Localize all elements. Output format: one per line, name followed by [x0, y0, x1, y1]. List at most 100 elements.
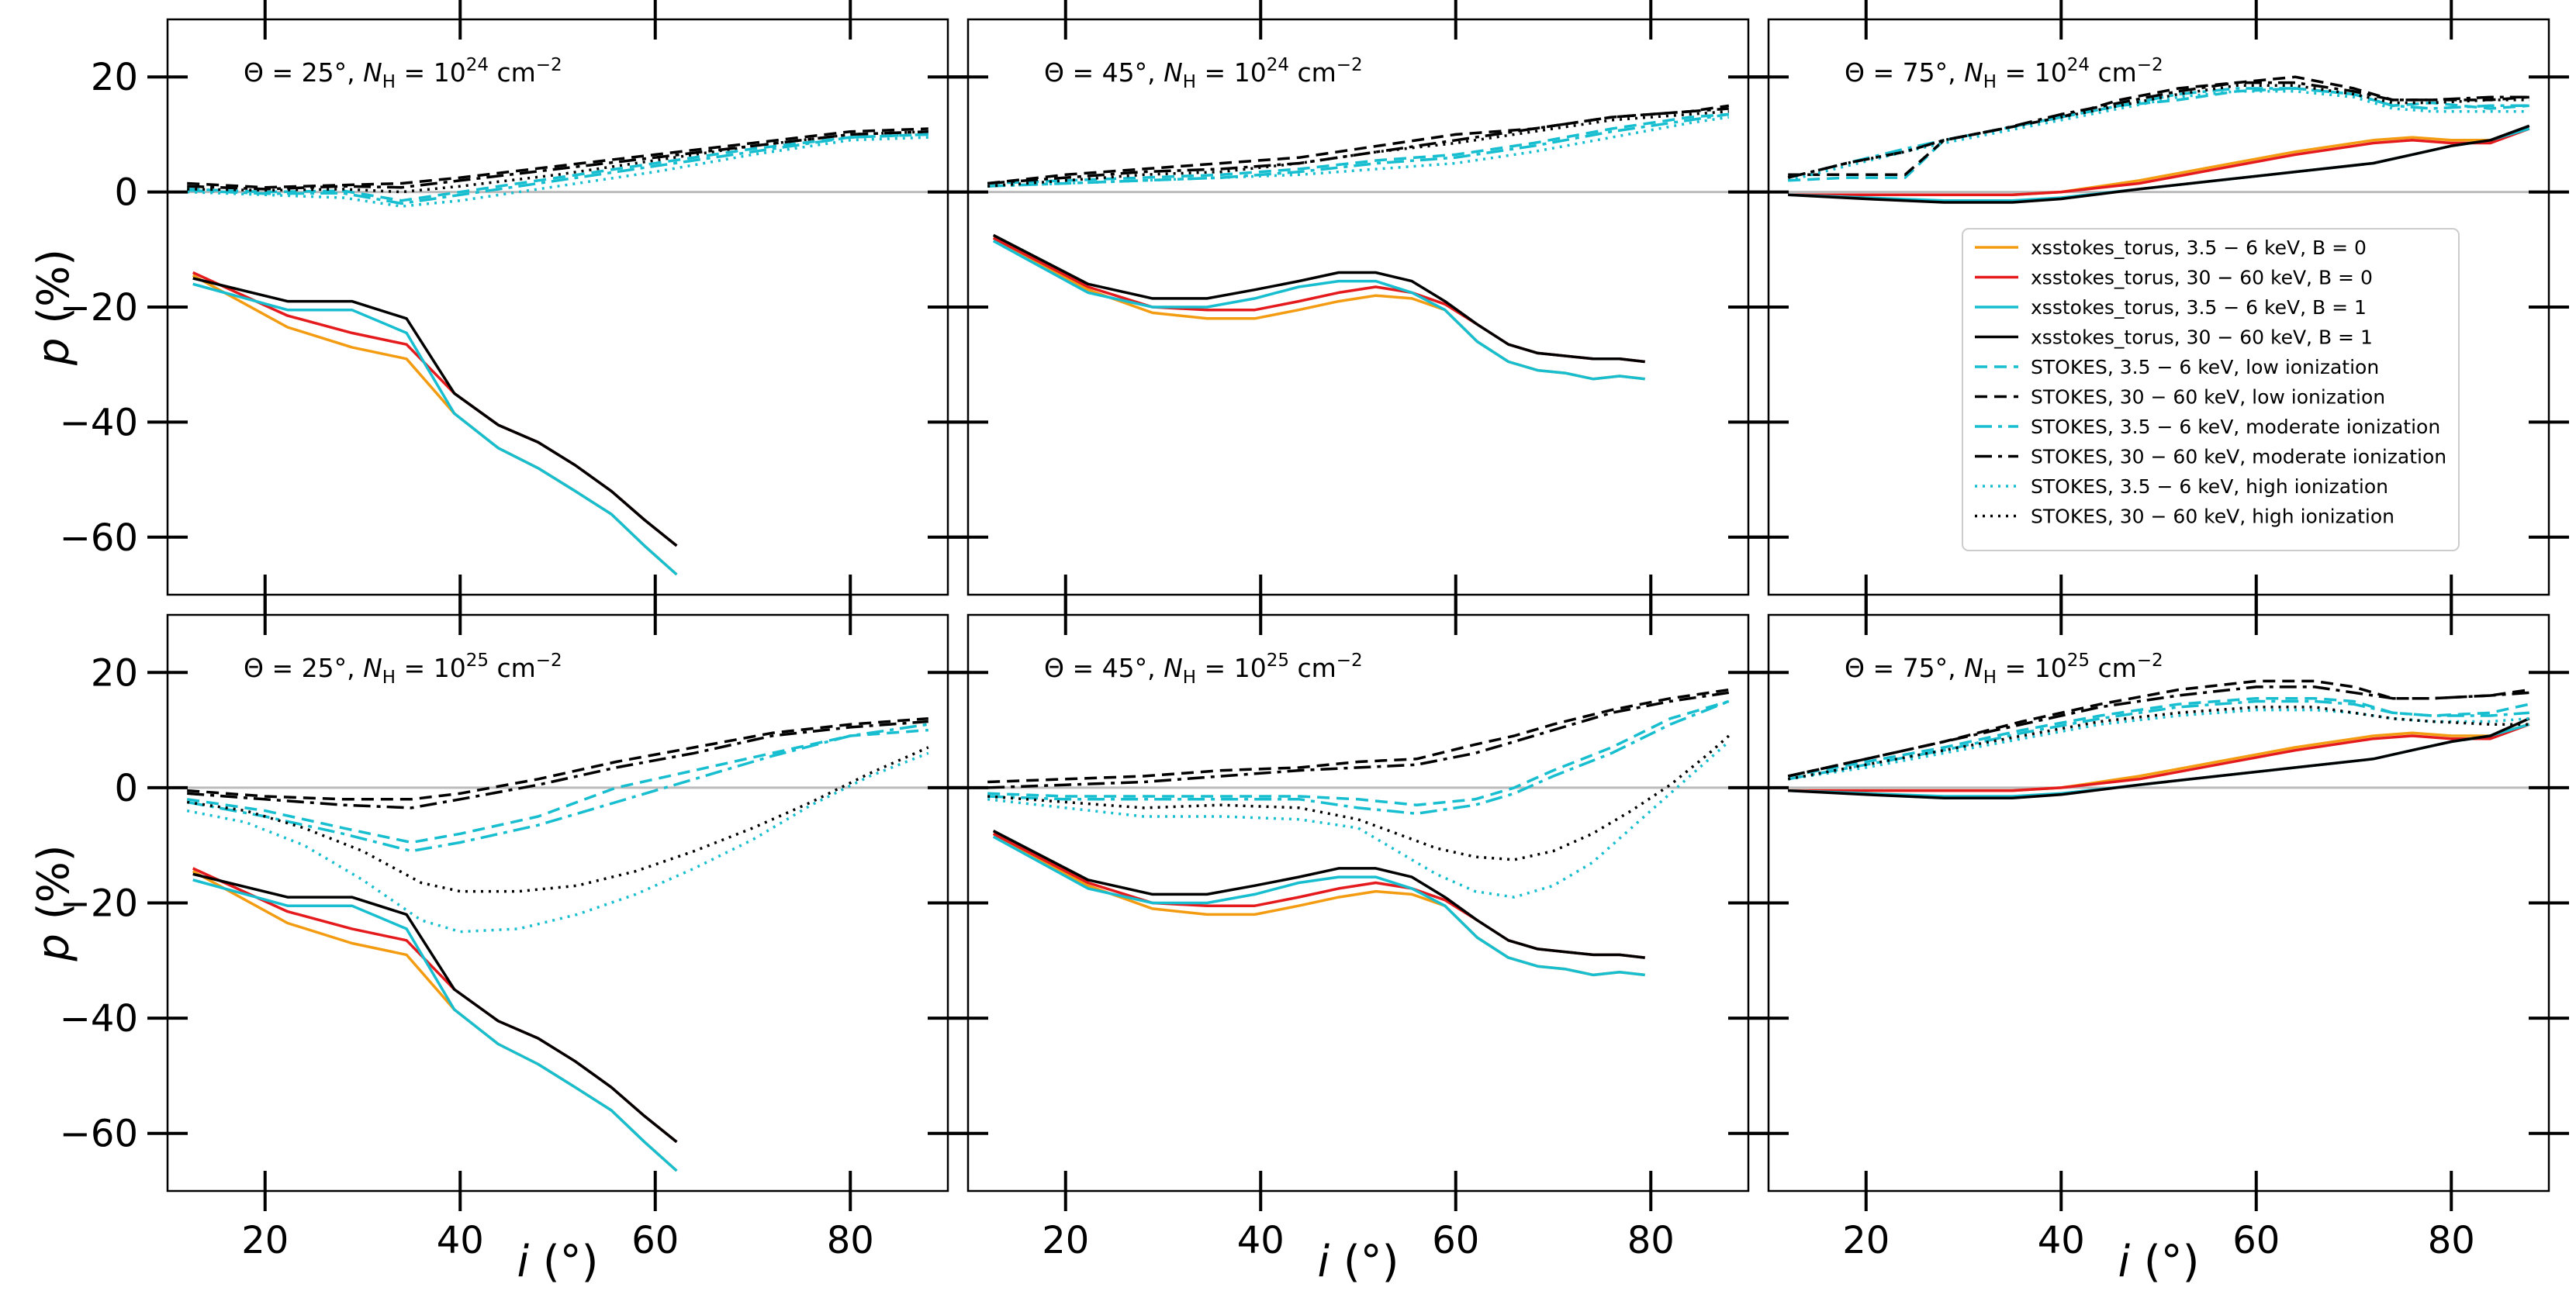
- y-tick-label: 20: [91, 56, 138, 99]
- panel-1: −60 −40 −20 0 20 Θ = 25°, NH = 1024 cm−2 p (%): [29, 0, 968, 615]
- y-tick-label: −20: [60, 286, 138, 330]
- x-tick-label: 80: [1627, 1219, 1675, 1262]
- series-line-3: [192, 879, 678, 1172]
- series-line-8: [987, 691, 1730, 789]
- series-line-7: [1787, 87, 2529, 179]
- series-line-6: [1787, 679, 2530, 778]
- panel-6: 20 40 60 80 Θ = 75°, NH = 1025 cm−2 i (°): [1748, 595, 2569, 1287]
- series-line-5: [1787, 696, 2530, 778]
- series-line-3: [992, 240, 1645, 381]
- series-line-5: [987, 699, 1730, 806]
- series-line-9: [1787, 708, 2529, 781]
- legend-label: STOKES, 3.5 − 6 keV, low ionization: [2031, 356, 2379, 378]
- legend-label: STOKES, 3.5 − 6 keV, moderate ionization: [2031, 416, 2440, 438]
- x-tick-label: 60: [631, 1219, 679, 1262]
- series-line-6: [187, 716, 928, 801]
- series-line-5: [187, 133, 928, 202]
- series-line-6: [1788, 75, 2529, 177]
- series-line-10: [987, 734, 1730, 861]
- panel-5: 20 40 60 80 Θ = 45°, NH = 1025 cm−2 i (°): [948, 595, 1769, 1287]
- series-line-8: [1787, 685, 2529, 778]
- legend-label: xsstokes_torus, 3.5 − 6 keV, B = 0: [2031, 236, 2367, 259]
- series-line-9: [987, 740, 1730, 899]
- series-line-7: [1787, 699, 2529, 781]
- legend-label: STOKES, 30 − 60 keV, moderate ionization: [2031, 446, 2446, 468]
- legend-label: STOKES, 30 − 60 keV, high ionization: [2031, 506, 2394, 528]
- series-line-5: [987, 112, 1729, 185]
- panel-3: Θ = 75°, NH = 1024 cm−2 xsstokes_torus, 3…: [1748, 0, 2569, 615]
- series-line-1: [192, 870, 678, 1172]
- series-line-6: [187, 127, 928, 189]
- legend-label: xsstokes_torus, 30 − 60 keV, B = 1: [2031, 326, 2373, 349]
- series-line-9: [987, 116, 1730, 188]
- legend: xsstokes_torus, 3.5 − 6 keV, B = 0 xsstok…: [1962, 228, 2460, 551]
- panel-4: 20 40 60 80 −60 −40 −20 0 20 Θ = 25°, NH = 1025 c…: [29, 595, 968, 1287]
- series-line-3: [192, 282, 678, 576]
- x-tick-label: 60: [1432, 1219, 1479, 1262]
- series-line-1: [992, 236, 1645, 381]
- panel-title: Θ = 25°, NH = 1025 cm−2: [244, 651, 562, 688]
- y-axis-label: p (%): [29, 249, 79, 366]
- series-line-7: [187, 133, 928, 205]
- series-line-2: [1788, 127, 2530, 197]
- series-line-8: [987, 107, 1729, 185]
- x-tick-label: 20: [241, 1219, 289, 1262]
- x-tick-label: 40: [2038, 1219, 2085, 1262]
- panel-2: Θ = 45°, NH = 1024 cm−2: [948, 0, 1769, 615]
- legend-label: STOKES, 3.5 − 6 keV, high ionization: [2031, 475, 2388, 498]
- panel-title: Θ = 45°, NH = 1025 cm−2: [1044, 651, 1363, 688]
- x-tick-label: 80: [2428, 1219, 2475, 1262]
- series-line-10: [1787, 706, 2529, 781]
- series-line-4: [992, 233, 1645, 364]
- series-line-5: [186, 728, 928, 844]
- y-tick-label: −60: [60, 1113, 138, 1156]
- series-line-1: [1788, 127, 2530, 197]
- panel-title: Θ = 45°, NH = 1024 cm−2: [1044, 55, 1363, 92]
- x-axis-label: i (°): [517, 1237, 598, 1287]
- y-tick-label: −60: [60, 516, 138, 560]
- series-line-8: [187, 720, 928, 809]
- series-line-10: [186, 746, 929, 893]
- series-line-7: [987, 699, 1730, 816]
- x-axis-label: i (°): [2118, 1237, 2199, 1287]
- series-line-1: [192, 274, 678, 576]
- series-line-7: [186, 723, 929, 853]
- panel-title: Θ = 25°, NH = 1024 cm−2: [244, 55, 562, 92]
- series-line-2: [192, 867, 678, 1144]
- series-line-9: [186, 751, 929, 934]
- y-tick-label: 20: [91, 651, 138, 695]
- series-line-4: [192, 277, 678, 547]
- series-line-4: [1788, 717, 2530, 800]
- x-tick-label: 20: [1842, 1219, 1890, 1262]
- y-tick-label: 0: [114, 171, 138, 215]
- series-line-2: [992, 236, 1645, 364]
- series-line-2: [1788, 723, 2530, 792]
- series-line-6: [987, 104, 1730, 185]
- series-line-9: [187, 136, 928, 208]
- x-tick-label: 80: [827, 1219, 874, 1262]
- legend-box: [1962, 228, 2460, 551]
- series-line-6: [987, 688, 1730, 784]
- axes-frame: [166, 613, 949, 1193]
- axes-frame: [1767, 613, 2550, 1193]
- series-line-7: [987, 112, 1730, 188]
- panel-title: Θ = 75°, NH = 1024 cm−2: [1845, 55, 2163, 92]
- x-tick-label: 40: [1237, 1219, 1285, 1262]
- series-line-1: [992, 832, 1645, 977]
- axes-frame: [166, 18, 949, 596]
- axes-frame: [966, 613, 1750, 1193]
- x-axis-label: i (°): [1317, 1237, 1399, 1287]
- legend-label: xsstokes_torus, 3.5 − 6 keV, B = 1: [2031, 296, 2367, 319]
- series-line-3: [992, 835, 1645, 977]
- series-line-10: [187, 129, 928, 194]
- series-line-4: [1788, 124, 2530, 204]
- y-tick-label: −40: [60, 997, 138, 1041]
- legend-label: STOKES, 30 − 60 keV, low ionization: [2031, 386, 2385, 409]
- x-tick-label: 40: [437, 1219, 484, 1262]
- series-line-2: [192, 271, 678, 547]
- x-tick-label: 60: [2232, 1219, 2280, 1262]
- legend-label: xsstokes_torus, 30 − 60 keV, B = 0: [2031, 267, 2373, 289]
- series-line-4: [192, 872, 678, 1144]
